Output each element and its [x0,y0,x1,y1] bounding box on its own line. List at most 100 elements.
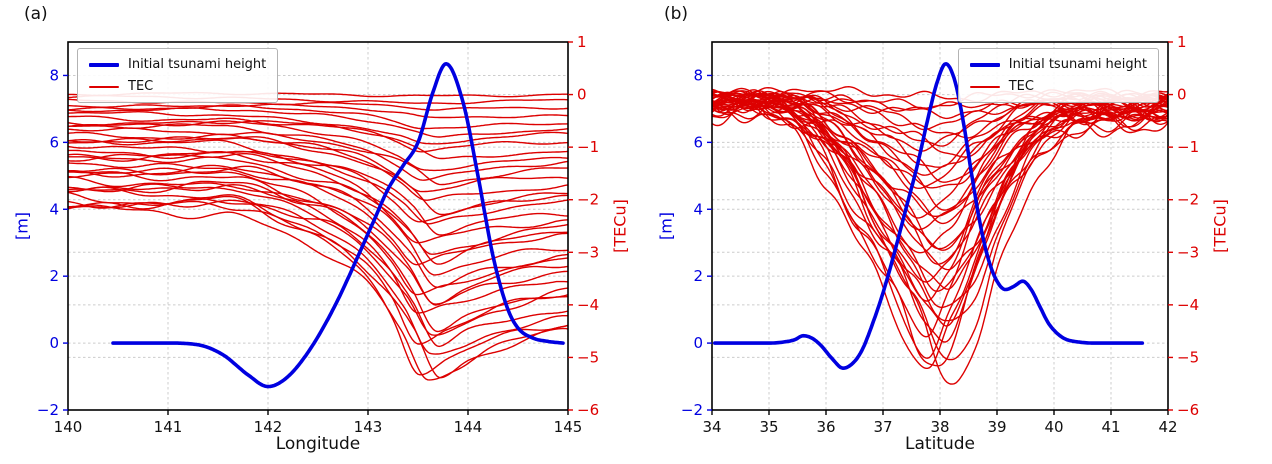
x-tick-label: 145 [554,418,583,436]
tec-curve [712,100,1168,369]
y-left-tick-label: 8 [49,66,59,84]
x-tick-label: 140 [54,418,83,436]
tec-curve [68,175,568,305]
panel-b-ylabel-right: [TECu] [1210,199,1230,253]
x-tick-label: 37 [873,418,892,436]
x-tick-label: 42 [1158,418,1177,436]
curves-group [712,62,1168,385]
tec-curve [68,183,568,336]
x-tick-label: 40 [1044,418,1063,436]
x-tick-label: 34 [702,418,721,436]
tec-curve [68,186,568,345]
y-right-tick-label: −2 [1177,191,1199,209]
y-right-tick-label: −6 [1177,401,1199,419]
y-right-tick-label: −3 [577,243,599,261]
y-left-tick-label: 2 [49,267,59,285]
y-left-tick-label: 0 [693,334,703,352]
tec-curve [68,162,568,266]
x-tick-label: 144 [454,418,483,436]
tec-curve [68,183,568,314]
panel-b-legend: Initial tsunami height TEC [957,48,1159,103]
tec-curve [712,96,1168,292]
tec-curve [68,127,568,186]
legend-label-tsunami: Initial tsunami height [1008,57,1147,72]
tec-curve [68,204,568,381]
panel-a: 140 141 142 143 144 145 −2 0 2 4 6 8 1 0 −1 −2 −3 −4 −5 −6 … [12,4,630,454]
x-tick-label: 141 [154,418,183,436]
tsunami-line-sample [89,62,119,67]
y-right-tick-label: −3 [1177,243,1199,261]
x-tick-label: 35 [759,418,778,436]
tec-curve [712,97,1168,361]
panel-b-label: (b) [664,4,689,24]
tec-curve [712,101,1168,385]
y-right-tick-label: −4 [577,296,599,314]
tec-curve [68,103,568,119]
y-right-tick-label: −5 [1177,348,1199,366]
tec-curve [68,104,568,130]
tec-curve [68,167,568,296]
legend-entry-tec: TEC [969,79,1147,94]
y-right-tick-label: 1 [577,33,587,51]
tec-curve [68,199,568,355]
panel-a-ylabel-left: [m] [12,211,32,241]
tec-curve [68,200,568,379]
tec-curve [68,191,568,348]
x-tick-label: 41 [1101,418,1120,436]
tec-curve [68,107,568,138]
x-tick-label: 143 [354,418,383,436]
x-tick-label: 142 [254,418,283,436]
y-left-tick-label: 0 [49,334,59,352]
y-left-tick-label: 8 [693,66,703,84]
tec-curve [68,164,568,288]
tec-curve [68,195,568,376]
curves-group [68,62,568,389]
y-left-tick-label: 4 [693,200,703,218]
tec-curve [68,120,568,172]
tec-curve [68,131,568,193]
tec-curve [68,180,568,333]
panel-a-ylabel-right: [TECu] [610,199,630,253]
y-left-tick-label: −2 [681,401,703,419]
panel-b-ylabel-left: [m] [656,211,676,241]
tec-curve [68,120,568,160]
tec-curve [68,123,568,181]
y-left-tick-label: 2 [693,267,703,285]
tsunami-line-sample [969,62,1000,67]
legend-label-tsunami: Initial tsunami height [128,57,267,72]
x-tick-label: 39 [987,418,1006,436]
y-right-tick-label: −4 [1177,296,1199,314]
y-right-tick-label: −6 [577,401,599,419]
x-tick-label: 36 [816,418,835,436]
panel-b-xlabel: Latitude [905,434,975,454]
tec-curve [68,98,568,111]
y-right-tick-label: 0 [1177,86,1187,104]
tec-line-sample [89,85,119,88]
tec-curve [712,99,1168,367]
tec-line-sample [969,85,1000,88]
tsunami-curve [111,62,565,389]
panel-a-legend: Initial tsunami height TEC [77,48,279,103]
panel-a-label: (a) [24,4,48,24]
tsunami-curve [713,62,1145,370]
y-left-tick-label: −2 [37,401,59,419]
legend-label-tec: TEC [128,79,154,94]
panel-b: 34 35 36 37 38 39 40 41 42 −2 0 2 4 6 8 1 0 −1 −2 −3 −4 −5 −6 … [636,0,1272,464]
legend-entry-tsunami: Initial tsunami height [969,57,1147,72]
tec-curve [68,115,568,153]
y-left-tick-label: 6 [49,133,59,151]
y-right-tick-label: −1 [577,138,599,156]
y-left-tick-label: 4 [49,200,59,218]
y-right-tick-label: 1 [1177,33,1187,51]
y-right-tick-label: −1 [1177,138,1199,156]
plot-spine [67,41,569,411]
y-left-tick-label: 6 [693,133,703,151]
legend-label-tec: TEC [1008,79,1034,94]
panel-a-xlabel: Longitude [275,434,361,454]
x-tick-label: 38 [930,418,949,436]
legend-entry-tsunami: Initial tsunami height [89,57,266,72]
legend-entry-tec: TEC [89,79,266,94]
